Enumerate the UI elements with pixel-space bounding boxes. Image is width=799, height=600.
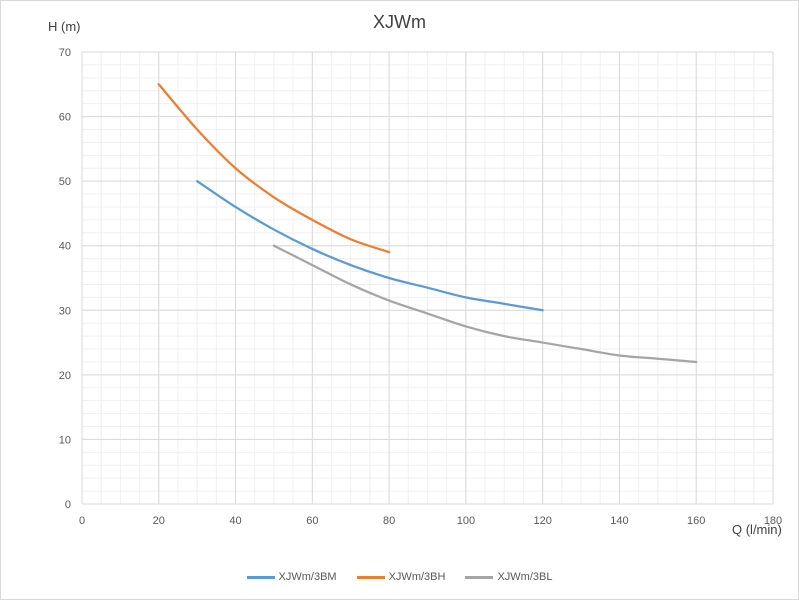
x-tick-label: 180 [764, 515, 782, 527]
y-tick-label: 10 [59, 434, 71, 446]
series-line-2 [157, 83, 391, 254]
x-tick-label: 60 [306, 515, 318, 527]
x-tick-label: 20 [153, 515, 165, 527]
legend-item-3: XJWm/3BL [465, 571, 552, 583]
y-tick-labels: 0 10 20 30 40 50 60 70 [59, 47, 71, 511]
chart-title: XJWm [373, 12, 426, 32]
x-tick-labels: 0 20 40 60 80 100 120 140 160 180 [79, 515, 782, 527]
x-tick-label: 40 [229, 515, 241, 527]
series-lines [157, 83, 698, 364]
y-tick-label: 40 [59, 241, 71, 253]
minor-grid [81, 51, 774, 505]
series-line-1 [196, 180, 544, 312]
x-tick-label: 0 [79, 515, 85, 527]
y-tick-label: 60 [59, 112, 71, 124]
y-axis-label: H (m) [48, 19, 81, 34]
y-tick-label: 20 [59, 370, 71, 382]
legend-label: XJWm/3BL [497, 571, 553, 583]
legend-item-1: XJWm/3BM [246, 571, 337, 583]
series-line-3 [272, 244, 698, 364]
major-grid [81, 51, 774, 505]
legend-label: XJWm/3BH [388, 571, 446, 583]
y-tick-label: 0 [65, 499, 71, 511]
x-tick-label: 100 [457, 515, 475, 527]
legend-swatch [246, 575, 275, 579]
y-tick-label: 50 [59, 176, 71, 188]
legend-item-2: XJWm/3BH [356, 571, 446, 583]
legend: XJWm/3BM XJWm/3BH XJWm/3BL [0, 571, 799, 583]
legend-swatch [465, 575, 494, 579]
x-tick-label: 120 [533, 515, 551, 527]
x-tick-label: 160 [687, 515, 705, 527]
x-tick-label: 140 [610, 515, 628, 527]
x-axis-label: Q (l/min) [732, 522, 782, 537]
x-tick-label: 80 [383, 515, 395, 527]
y-tick-label: 30 [59, 305, 71, 317]
legend-swatch [356, 575, 385, 579]
legend-label: XJWm/3BM [278, 571, 337, 583]
y-tick-label: 70 [59, 47, 71, 59]
